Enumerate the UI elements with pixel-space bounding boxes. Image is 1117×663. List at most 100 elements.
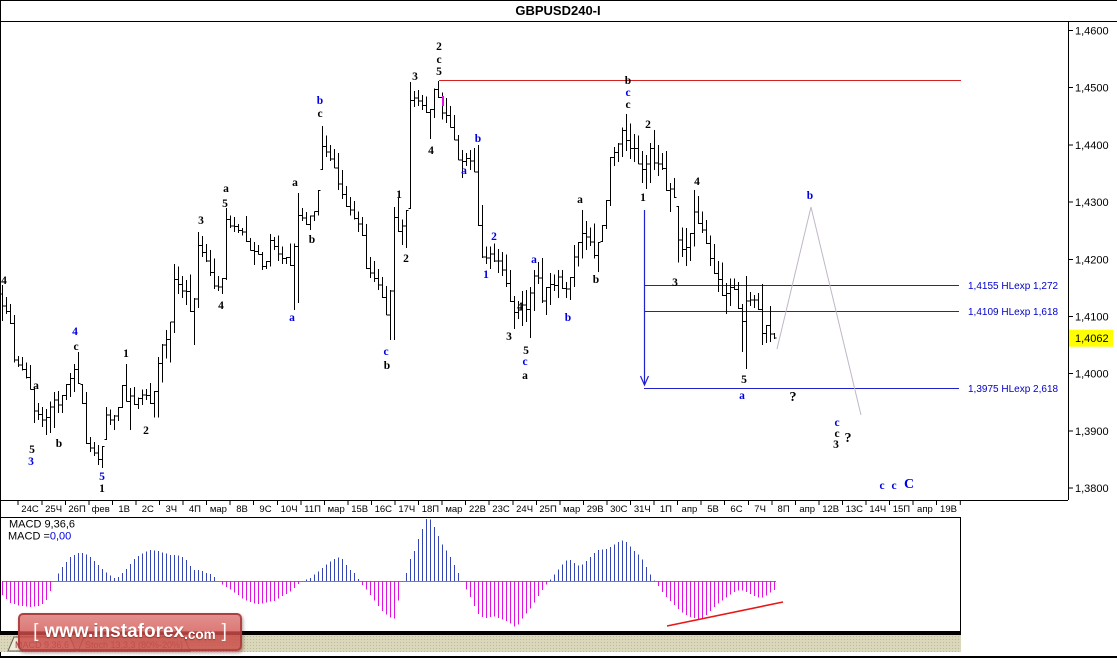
time-tick-label: 22В bbox=[469, 504, 486, 515]
wave-label: 5 bbox=[436, 66, 442, 78]
time-axis-labels: 24С 25Ч 26П фев 1В 2С 3Ч 4П мар 8В 9С 10Ч 11П мар 15В 1… bbox=[21, 504, 957, 515]
time-tick-label: 15П bbox=[893, 504, 911, 515]
last-price-tag: 1,4062 bbox=[1069, 329, 1113, 347]
wave-label: 3 bbox=[833, 439, 839, 451]
wave-label: c bbox=[834, 428, 839, 440]
time-tick-label: фев bbox=[92, 504, 110, 515]
time-tick-label: 6С bbox=[730, 504, 742, 515]
time-tick-label: 30С bbox=[610, 504, 628, 515]
price-axis-ticks: 1,4600 1,4500 1,4400 1,4300 1,4200 1,4100 1,40… bbox=[1068, 26, 1109, 495]
time-tick-label: 11П bbox=[304, 504, 321, 515]
time-tick-label: 8П bbox=[778, 504, 790, 515]
macd-histogram-negative bbox=[1, 581, 776, 627]
time-tick-label: 19В bbox=[940, 504, 957, 515]
wave-label: c bbox=[73, 341, 78, 353]
time-tick-label: 9С bbox=[259, 504, 271, 515]
wave-label: b bbox=[317, 95, 323, 107]
time-tick-label: 2С bbox=[142, 504, 154, 515]
wave-label: 1 bbox=[483, 269, 489, 281]
time-tick-label: 7Ч bbox=[754, 504, 766, 515]
price-bars bbox=[0, 80, 777, 469]
time-tick-label: 24Ч bbox=[516, 504, 533, 515]
wave-label: a bbox=[33, 380, 39, 392]
time-tick-label: 18П bbox=[422, 504, 440, 515]
instaforex-logo[interactable]: [www.instaforex .com] bbox=[18, 613, 242, 651]
wave-label: a bbox=[292, 177, 298, 189]
wave-label: 4 bbox=[218, 300, 224, 312]
wave-label: a bbox=[739, 390, 745, 402]
projection-zigzag[interactable] bbox=[776, 206, 862, 416]
wave-label: 1 bbox=[396, 189, 402, 201]
time-tick-label: мар bbox=[328, 504, 345, 515]
time-tick-label: 17Ч bbox=[398, 504, 415, 515]
wave-label: ? bbox=[790, 390, 797, 405]
wave-label: b bbox=[807, 190, 813, 202]
time-tick-label: апр bbox=[917, 504, 933, 515]
time-tick-label: 24С bbox=[21, 504, 39, 515]
macd-pane-bottom-heavy-border bbox=[0, 632, 961, 636]
macd-value-prefix: MACD = bbox=[8, 531, 50, 543]
wave-label: 2 bbox=[403, 253, 409, 265]
price-tick-label: 1,3800 bbox=[1075, 483, 1109, 495]
wave-label: c bbox=[522, 356, 527, 368]
logo-open-bracket: [ bbox=[33, 621, 39, 642]
wave-label: b bbox=[384, 360, 390, 372]
wave-label: c bbox=[879, 480, 884, 492]
time-tick-label: апр bbox=[799, 504, 815, 515]
fib-level-lines: 1,4155 HLexp 1,272 1,4109 HLexp 1,618 1,39… bbox=[644, 281, 1059, 395]
wave-label: c bbox=[834, 417, 839, 429]
wave-label: a bbox=[223, 183, 229, 195]
wave-label: c bbox=[891, 480, 896, 492]
wave-label: 3 bbox=[506, 331, 512, 343]
wave-label: a bbox=[289, 312, 295, 324]
price-tick-label: 1,3900 bbox=[1075, 426, 1109, 438]
macd-histogram-positive bbox=[57, 519, 656, 581]
wave-label: 5 bbox=[99, 471, 105, 483]
wave-label: c bbox=[625, 99, 630, 111]
time-tick-label: 23С bbox=[492, 504, 510, 515]
wave-label: a bbox=[461, 165, 467, 177]
time-tick-label: 10Ч bbox=[281, 504, 298, 515]
wave-label: 4 bbox=[694, 176, 700, 188]
wave-label: c bbox=[383, 346, 388, 358]
logo-text: www.instaforex bbox=[44, 621, 185, 642]
wave-label: 1 bbox=[99, 483, 105, 495]
wave-label: c bbox=[436, 54, 441, 66]
time-tick-label: 8В bbox=[236, 504, 248, 515]
wave-label: b bbox=[475, 133, 481, 145]
wave-label: 1 bbox=[123, 348, 129, 360]
wave-label: 2 bbox=[491, 231, 497, 243]
wave-label: 2 bbox=[436, 41, 442, 53]
macd-value-number: 0,00 bbox=[50, 531, 71, 543]
fib-level-label: 1,4155 HLexp 1,272 bbox=[968, 281, 1059, 292]
time-tick-label: мар bbox=[563, 504, 580, 515]
time-tick-label: 31Ч bbox=[634, 504, 651, 515]
macd-param-label: MACD 9,36,6 bbox=[9, 519, 75, 531]
wave-label: b bbox=[56, 438, 62, 450]
wave-label: a bbox=[531, 254, 537, 266]
wave-label: 4 bbox=[428, 145, 434, 157]
down-arrow-head bbox=[639, 375, 650, 387]
wave-label: c bbox=[317, 108, 322, 120]
wave-label: 5 bbox=[523, 345, 529, 357]
fib-level-label: 1,4109 HLexp 1,618 bbox=[968, 307, 1059, 318]
down-arrow[interactable] bbox=[639, 210, 650, 387]
wave-label: ? bbox=[845, 431, 852, 446]
wave-label: 5 bbox=[29, 444, 35, 456]
time-tick-label: 26П bbox=[68, 504, 86, 515]
wave-label: 2 bbox=[645, 119, 651, 131]
last-price-tag-text: 1,4062 bbox=[1075, 333, 1109, 345]
macd-trendline[interactable] bbox=[666, 601, 784, 627]
wave-label: 3 bbox=[412, 71, 418, 83]
time-axis-ticks bbox=[17, 500, 961, 505]
time-tick-label: мар bbox=[210, 504, 227, 515]
last-price-tag-box bbox=[1069, 329, 1113, 347]
bottom-border bbox=[0, 656, 1117, 658]
wave-label: 5 bbox=[222, 198, 228, 210]
price-tick-label: 1,4500 bbox=[1075, 83, 1109, 95]
wave-label: 5 bbox=[741, 374, 747, 386]
fib-level-label: 1,3975 HLexp 2,618 bbox=[968, 384, 1059, 395]
